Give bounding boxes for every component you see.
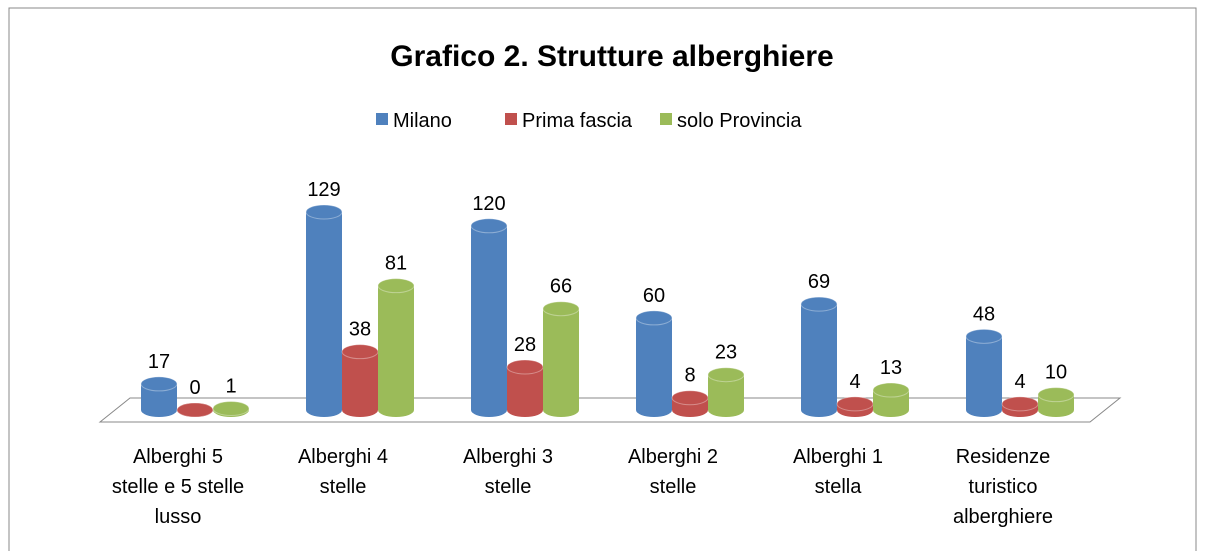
data-label: 8: [684, 365, 695, 387]
bar-top: [212, 400, 250, 416]
chart-title: Grafico 2. Strutture alberghiere: [390, 40, 833, 73]
bar-top: [707, 367, 745, 383]
x-tick-label: Alberghi 4 stelle: [297, 446, 389, 498]
chart-border: [8, 7, 1197, 551]
data-label: 60: [643, 285, 665, 307]
bar: [872, 382, 910, 417]
bar: [800, 296, 838, 417]
data-label: 23: [715, 342, 737, 364]
bar-body: [543, 308, 579, 410]
x-tick-label: Alberghi 3 stelle: [462, 446, 554, 498]
x-tick-label: Alberghi 1 stella: [792, 446, 884, 498]
legend-swatch: [376, 113, 388, 125]
bar: [1001, 396, 1039, 417]
x-tick-label: Residenze turistico alberghiere: [952, 446, 1054, 528]
legend-label: Prima fascia: [522, 110, 633, 132]
bar-top: [872, 382, 910, 398]
legend-swatch: [660, 113, 672, 125]
data-label: 17: [148, 351, 170, 373]
bar-top: [635, 310, 673, 326]
bar: [1037, 387, 1075, 417]
x-tick-label: Alberghi 5 stelle e 5 stelle lusso: [111, 446, 245, 528]
bar-top: [341, 344, 379, 360]
bar-top: [140, 376, 178, 392]
data-label: 48: [973, 303, 995, 325]
bar-top: [305, 204, 343, 220]
bar-body: [636, 317, 672, 410]
bar-body: [507, 367, 543, 410]
bar-top: [470, 218, 508, 234]
bar: [506, 359, 544, 417]
bar-top: [176, 402, 214, 418]
bar: [707, 367, 745, 417]
bar-body: [471, 225, 507, 410]
data-label: 81: [385, 253, 407, 275]
data-label: 1: [225, 375, 236, 397]
data-label: 120: [472, 193, 505, 215]
bar-top: [377, 278, 415, 294]
legend-swatch: [505, 113, 517, 125]
data-label: 28: [514, 334, 536, 356]
data-label: 10: [1045, 362, 1067, 384]
bar-top: [542, 301, 580, 317]
bar: [836, 396, 874, 417]
bar: [635, 310, 673, 417]
legend-label: Milano: [393, 110, 452, 132]
bar-body: [378, 285, 414, 410]
bar-body: [966, 336, 1002, 410]
legend-label: solo Provincia: [677, 110, 802, 132]
bar: [305, 204, 343, 417]
bar: [176, 402, 214, 418]
data-label: 0: [189, 377, 200, 399]
bar-top: [671, 390, 709, 406]
bar: [377, 278, 415, 417]
bar: [965, 328, 1003, 417]
data-label: 4: [1014, 371, 1025, 393]
data-label: 66: [550, 276, 572, 298]
bar-body: [342, 351, 378, 410]
data-label: 4: [849, 371, 860, 393]
bar: [671, 390, 709, 417]
bar-top: [1001, 396, 1039, 412]
bar: [542, 301, 580, 417]
data-label: 129: [307, 179, 340, 201]
bar-top: [965, 328, 1003, 344]
data-label: 69: [808, 271, 830, 293]
bar-top: [836, 396, 874, 412]
bar: [140, 376, 178, 417]
bar: [212, 400, 250, 417]
bar-body: [801, 304, 837, 410]
x-tick-label: Alberghi 2 stelle: [627, 446, 719, 498]
bar: [341, 344, 379, 417]
bar-top: [800, 296, 838, 312]
data-label: 38: [349, 319, 371, 341]
bar-top: [506, 359, 544, 375]
data-label: 13: [880, 357, 902, 379]
bar: [470, 218, 508, 417]
bar-body: [306, 211, 342, 410]
bar-top: [1037, 387, 1075, 403]
